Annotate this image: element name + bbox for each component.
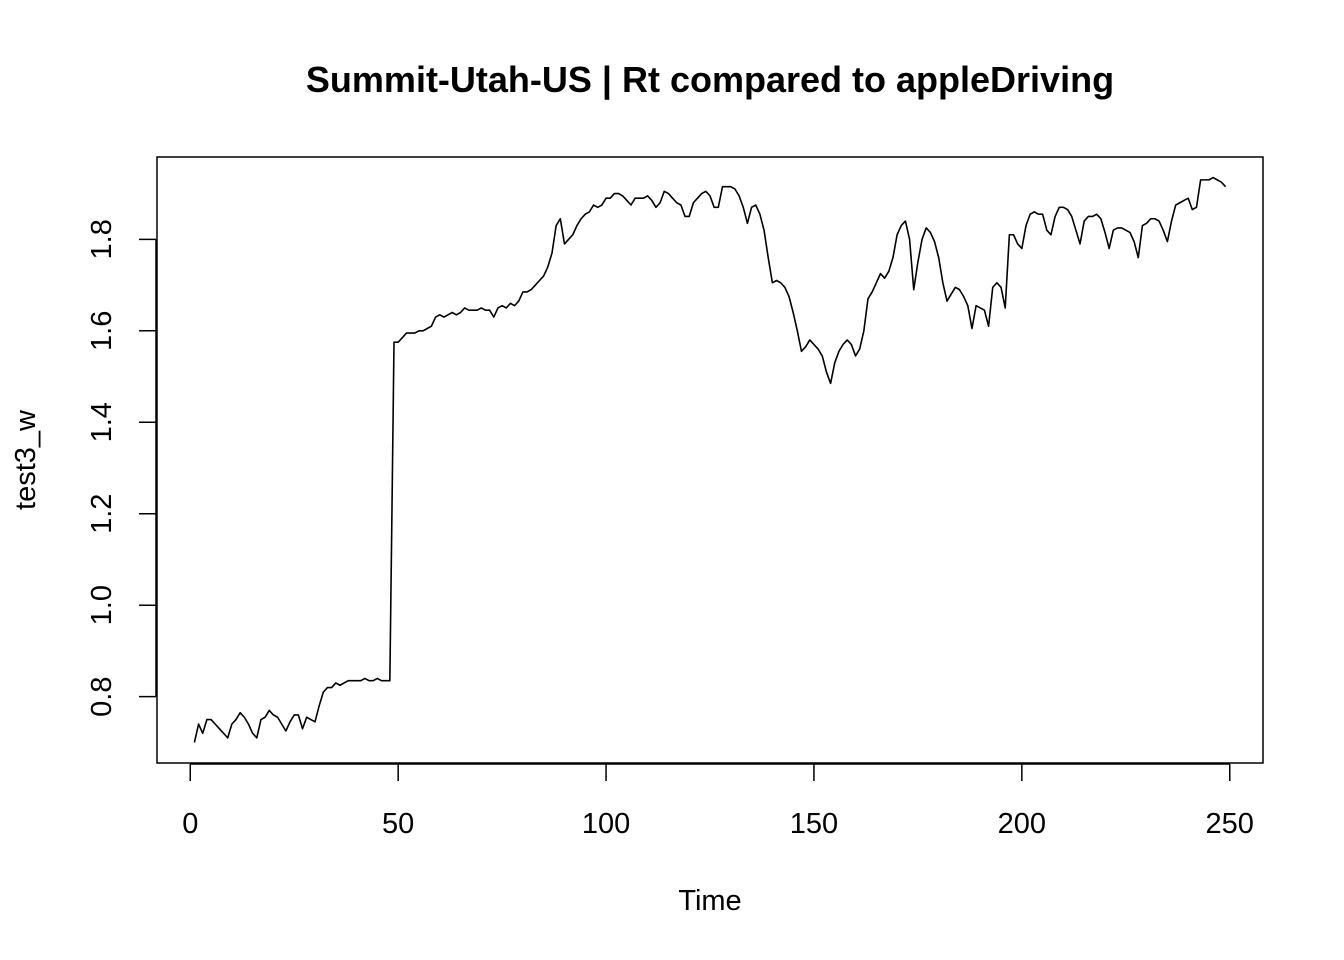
x-tick-label-250: 250 <box>1206 808 1254 840</box>
x-tick-label-50: 50 <box>382 808 414 840</box>
x-tick-label-0: 0 <box>182 808 198 840</box>
y-axis: 0.8 1.0 1.2 1.4 1.6 1.8 <box>86 219 157 717</box>
y-tick-label-1.0: 1.0 <box>86 585 118 625</box>
series-line <box>193 176 1227 743</box>
y-tick-label-1.2: 1.2 <box>86 494 118 534</box>
y-tick-label-1.8: 1.8 <box>86 219 118 259</box>
x-tick-label-100: 100 <box>582 808 630 840</box>
x-axis-label: Time <box>678 885 741 917</box>
y-tick-label-0.8: 0.8 <box>86 677 118 717</box>
y-tick-label-1.4: 1.4 <box>86 402 118 442</box>
x-axis: 0 50 100 150 200 250 <box>182 763 1254 840</box>
plot-frame <box>156 156 1264 764</box>
x-tick-label-200: 200 <box>998 808 1046 840</box>
x-tick-label-150: 150 <box>790 808 838 840</box>
y-axis-label: test3_w <box>10 409 42 510</box>
chart-title: Summit-Utah-US | Rt compared to appleDri… <box>306 59 1114 101</box>
y-tick-label-1.6: 1.6 <box>86 311 118 351</box>
